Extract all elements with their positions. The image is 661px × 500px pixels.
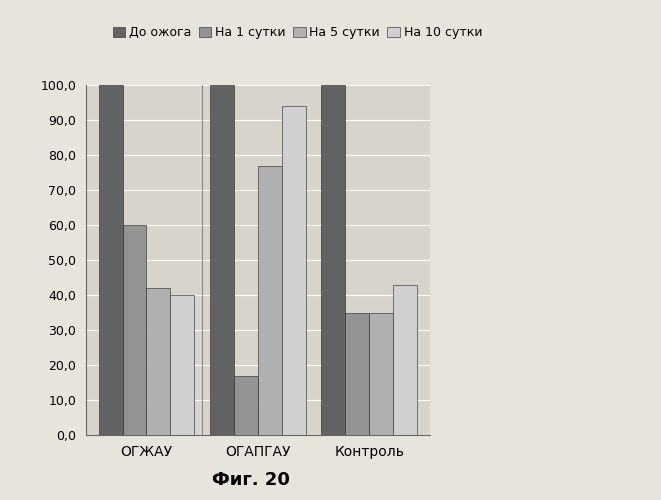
Bar xyxy=(321,85,345,435)
Bar xyxy=(210,85,234,435)
Bar xyxy=(345,312,369,435)
Bar xyxy=(146,288,171,435)
Bar xyxy=(171,295,194,435)
Text: Фиг. 20: Фиг. 20 xyxy=(212,471,290,489)
Bar xyxy=(282,106,305,435)
Bar xyxy=(369,312,393,435)
Bar xyxy=(258,166,282,435)
Bar xyxy=(98,85,122,435)
Legend: До ожога, На 1 сутки, На 5 сутки, На 10 сутки: До ожога, На 1 сутки, На 5 сутки, На 10 … xyxy=(108,21,487,44)
Bar xyxy=(122,225,146,435)
Bar xyxy=(393,284,417,435)
Bar xyxy=(234,376,258,435)
